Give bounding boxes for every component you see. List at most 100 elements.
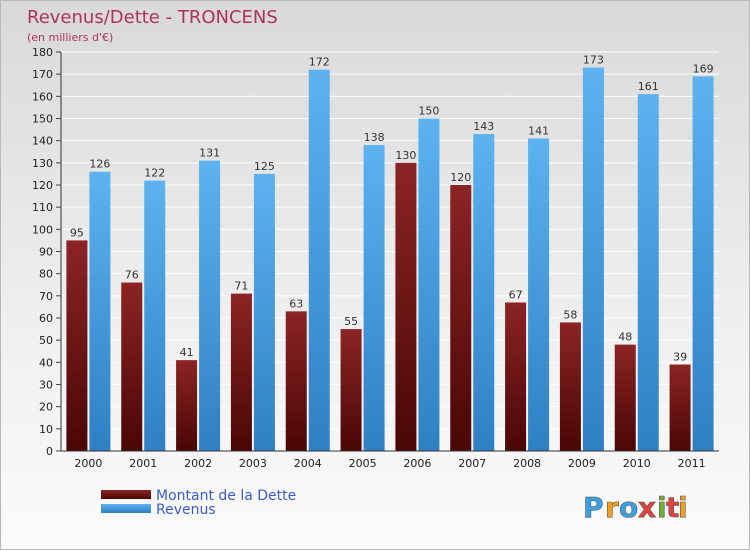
y-tick-label: 40 (39, 356, 53, 369)
value-label-revenus: 122 (144, 167, 165, 180)
value-label-dette: 130 (395, 149, 416, 162)
bar-dette (559, 322, 581, 451)
bar-revenus (418, 118, 440, 451)
y-tick-label: 90 (39, 246, 53, 259)
bar-revenus (528, 138, 550, 451)
y-tick-label: 170 (32, 68, 53, 81)
value-label-revenus: 161 (638, 80, 659, 93)
value-label-dette: 41 (180, 346, 194, 359)
y-tick-label: 130 (32, 157, 53, 170)
logo-letter: o (619, 491, 638, 524)
chart-title: Revenus/Dette - TRONCENS (27, 7, 278, 28)
value-label-revenus: 172 (309, 56, 330, 69)
legend-label-debt: Montant de la Dette (156, 488, 296, 504)
y-tick-label: 110 (32, 201, 53, 214)
logo-letter: i (657, 491, 667, 524)
bar-revenus (89, 171, 111, 451)
x-axis-ticks: 2000 2001 2002 2003 2004 2005 2006 2007 2008 2009… (74, 457, 705, 470)
y-tick-label: 50 (39, 334, 53, 347)
value-label-revenus: 138 (364, 131, 385, 144)
x-tick-label: 2006 (403, 457, 431, 470)
bar-dette (395, 162, 417, 452)
value-label-revenus: 143 (473, 120, 494, 133)
y-tick-label: 100 (32, 223, 53, 236)
bar-revenus (637, 94, 659, 451)
value-label-dette: 39 (673, 351, 687, 364)
bars (66, 67, 714, 452)
y-tick-label: 70 (39, 290, 53, 303)
bar-revenus (473, 134, 495, 451)
logo-letter: r (605, 491, 619, 524)
bar-dette (230, 293, 252, 451)
x-tick-label: 2011 (678, 457, 706, 470)
x-tick-label: 2010 (623, 457, 651, 470)
y-tick-label: 120 (32, 179, 53, 192)
value-label-dette: 76 (125, 269, 139, 282)
bar-revenus (582, 67, 604, 452)
logo-letter: x (638, 491, 656, 524)
bar-dette (121, 282, 143, 451)
y-tick-label: 160 (32, 90, 53, 103)
value-label-revenus: 141 (528, 124, 549, 137)
y-tick-label: 140 (32, 135, 53, 148)
y-tick-label: 80 (39, 268, 53, 281)
x-tick-label: 2005 (349, 457, 377, 470)
logo-letter: P (583, 491, 604, 524)
bar-revenus (308, 69, 330, 451)
x-tick-label: 2001 (129, 457, 157, 470)
value-label-dette: 95 (70, 226, 84, 239)
value-label-revenus: 169 (693, 62, 714, 75)
bar-revenus (199, 160, 221, 451)
bar-dette (66, 240, 88, 451)
x-tick-label: 2002 (184, 457, 212, 470)
value-label-revenus: 126 (89, 158, 110, 171)
x-tick-label: 2003 (239, 457, 267, 470)
y-tick-label: 180 (32, 46, 53, 59)
logo-letter: t (666, 491, 679, 524)
bar-revenus (144, 180, 166, 452)
value-label-dette: 120 (450, 171, 471, 184)
bar-dette (176, 360, 198, 451)
y-tick-label: 60 (39, 312, 53, 325)
x-tick-label: 2004 (294, 457, 322, 470)
y-tick-label: 0 (46, 445, 53, 458)
y-tick-label: 10 (39, 423, 53, 436)
value-label-dette: 55 (344, 315, 358, 328)
axes (60, 52, 719, 452)
bar-dette (450, 185, 472, 451)
y-axis-ticks: 0 10 20 30 40 50 60 70 80 90 100 110 120 130 140 150 160… (32, 46, 53, 458)
legend-swatch-revenus (101, 504, 151, 513)
y-tick-label: 20 (39, 401, 53, 414)
value-label-revenus: 173 (583, 54, 604, 67)
chart-subtitle: (en milliers d'€) (27, 31, 113, 44)
legend: Montant de la Dette Revenus (101, 488, 296, 518)
bar-dette (614, 344, 636, 451)
value-label-dette: 63 (289, 297, 303, 310)
bar-revenus (363, 145, 385, 451)
value-label-dette: 67 (509, 288, 523, 301)
legend-label-revenus: Revenus (156, 502, 216, 518)
value-label-dette: 58 (563, 308, 577, 321)
y-tick-label: 150 (32, 113, 53, 126)
bar-revenus (692, 76, 714, 451)
bar-dette (285, 311, 307, 451)
y-tick-label: 30 (39, 379, 53, 392)
bar-revenus (253, 173, 275, 451)
value-label-dette: 71 (234, 280, 248, 293)
grid-lines (56, 51, 719, 452)
bar-dette (340, 329, 362, 451)
x-tick-label: 2007 (458, 457, 486, 470)
bar-dette (505, 302, 527, 451)
value-label-revenus: 125 (254, 160, 275, 173)
x-tick-label: 2000 (74, 457, 102, 470)
legend-swatch-debt (101, 490, 151, 499)
logo-letter: i (678, 491, 688, 524)
value-labels: 95 126 76 122 41 131 71 125 63 172 55 138 130 150 120 1… (70, 54, 714, 364)
value-label-dette: 48 (618, 331, 632, 344)
value-label-revenus: 131 (199, 147, 220, 160)
bar-dette (669, 364, 691, 451)
x-tick-label: 2009 (568, 457, 596, 470)
